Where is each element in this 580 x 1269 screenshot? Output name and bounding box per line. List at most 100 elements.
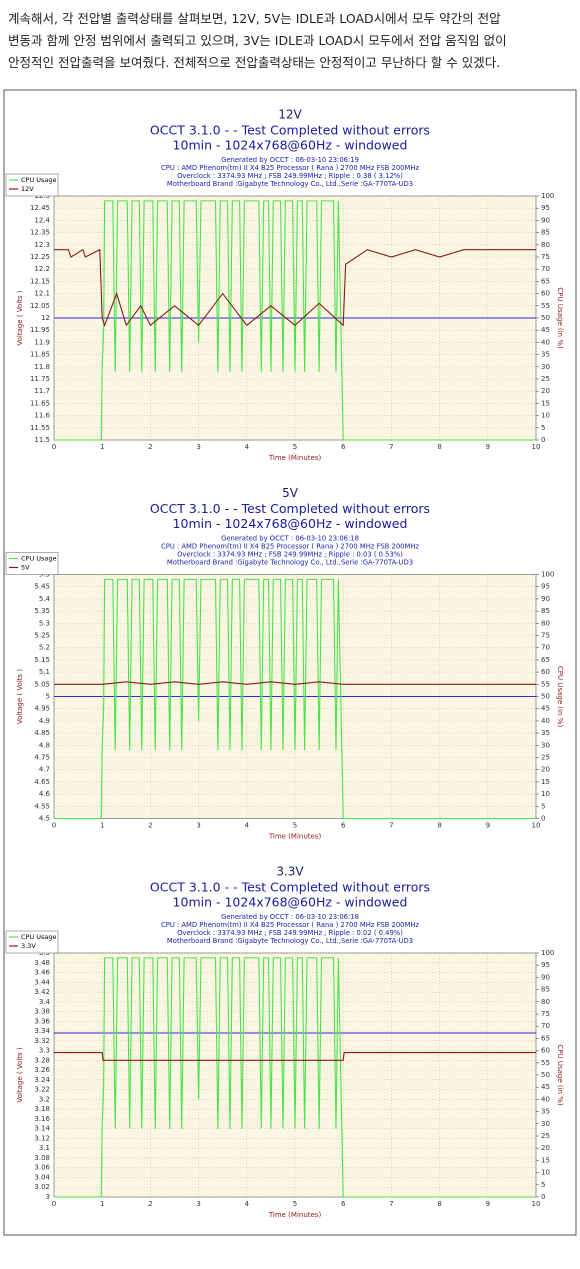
series-line bbox=[54, 200, 536, 441]
x-tick-label: 6 bbox=[341, 1200, 346, 1208]
y-axis-label: Voltage ( Volts ) bbox=[16, 669, 24, 725]
legend-label: CPU Usage bbox=[21, 555, 57, 563]
y-tick-label: 4.7 bbox=[39, 766, 50, 774]
y2-tick-label: 60 bbox=[541, 1047, 550, 1055]
y-tick-label: 5.15 bbox=[34, 656, 50, 664]
y2-tick-label: 60 bbox=[541, 668, 550, 676]
chart-title: 3.3V bbox=[276, 865, 304, 879]
y-tick-label: 3.44 bbox=[34, 978, 50, 986]
y-tick-label: 3.02 bbox=[34, 1183, 50, 1191]
x-tick-label: 7 bbox=[389, 443, 393, 451]
y2-tick-label: 100 bbox=[541, 571, 554, 579]
y-tick-label: 5 bbox=[46, 693, 50, 701]
y-tick-label: 4.95 bbox=[34, 705, 50, 713]
x-tick-label: 10 bbox=[532, 443, 541, 451]
y2-tick-label: 20 bbox=[541, 387, 550, 395]
y-tick-label: 4.55 bbox=[34, 802, 50, 810]
y-tick-label: 3.26 bbox=[34, 1066, 50, 1074]
y2-tick-label: 40 bbox=[541, 717, 550, 725]
y2-tick-label: 95 bbox=[541, 204, 550, 212]
y2-tick-label: 5 bbox=[541, 424, 545, 432]
y-tick-label: 11.5 bbox=[34, 436, 50, 444]
series-line bbox=[54, 1052, 536, 1061]
y-tick-label: 3.28 bbox=[34, 1056, 50, 1064]
x-tick-label: 9 bbox=[486, 1200, 490, 1208]
series-line bbox=[54, 681, 536, 685]
y2-tick-label: 50 bbox=[541, 314, 550, 322]
y-tick-label: 4.9 bbox=[39, 717, 50, 725]
y2-tick-label: 65 bbox=[541, 656, 550, 664]
y2-tick-label: 20 bbox=[541, 766, 550, 774]
y2-tick-label: 45 bbox=[541, 326, 550, 334]
y2-tick-label: 80 bbox=[541, 998, 550, 1006]
y2-axis-label: CPU Usage (in %) bbox=[556, 287, 564, 348]
legend-label: CPU Usage bbox=[21, 176, 57, 184]
y2-tick-label: 30 bbox=[541, 1120, 550, 1128]
legend-label: 5V bbox=[21, 564, 30, 572]
y2-tick-label: 10 bbox=[541, 1169, 550, 1177]
chart-info: Motherboard Brand :Gigabyte Technology C… bbox=[167, 937, 413, 945]
y2-tick-label: 5 bbox=[541, 1181, 545, 1189]
chart-info: Generated by OCCT : 06-03-10 23:06:18 bbox=[221, 913, 359, 921]
x-tick-label: 8 bbox=[437, 822, 441, 830]
legend-label: 3.3V bbox=[21, 942, 36, 950]
y-tick-label: 3.1 bbox=[39, 1144, 50, 1152]
x-axis-label: Time (Minutes) bbox=[268, 833, 322, 841]
y2-tick-label: 95 bbox=[541, 961, 550, 969]
y-tick-label: 3.16 bbox=[34, 1115, 50, 1123]
y-tick-label: 12.05 bbox=[30, 302, 50, 310]
y-tick-label: 11.75 bbox=[30, 375, 50, 383]
y2-tick-label: 20 bbox=[541, 1144, 550, 1152]
x-tick-label: 10 bbox=[532, 822, 541, 830]
x-tick-label: 2 bbox=[148, 443, 152, 451]
y2-tick-label: 35 bbox=[541, 1108, 550, 1116]
y-tick-label: 3.08 bbox=[34, 1154, 50, 1162]
y-tick-label: 3.42 bbox=[34, 988, 50, 996]
legend-label: 12V bbox=[21, 185, 34, 193]
x-axis-label: Time (Minutes) bbox=[268, 454, 322, 462]
chart-info: Overclock : 3374.93 MHz ; FSB 249.99MHz … bbox=[177, 172, 403, 180]
y2-tick-label: 75 bbox=[541, 1010, 550, 1018]
y2-tick-label: 50 bbox=[541, 1071, 550, 1079]
chart-title: 5V bbox=[282, 486, 299, 500]
x-tick-label: 6 bbox=[341, 443, 346, 451]
paragraph: 계속해서, 각 전압별 출력상태를 살펴보면, 12V, 5V는 IDLE과 L… bbox=[8, 8, 574, 74]
y-tick-label: 4.5 bbox=[39, 815, 50, 823]
y2-tick-label: 90 bbox=[541, 973, 550, 981]
y2-tick-label: 25 bbox=[541, 754, 550, 762]
y2-tick-label: 15 bbox=[541, 778, 550, 786]
y2-tick-label: 15 bbox=[541, 1156, 550, 1164]
y-tick-label: 4.75 bbox=[34, 754, 50, 762]
y2-tick-label: 45 bbox=[541, 705, 550, 713]
y2-tick-label: 75 bbox=[541, 632, 550, 640]
paragraph-line: 변동과 함께 안정 범위에서 출력되고 있으며, 3V는 IDLE과 LOAD시… bbox=[8, 33, 507, 48]
chart-subtitle: OCCT 3.1.0 - - Test Completed without er… bbox=[150, 880, 430, 895]
y-tick-label: 5.4 bbox=[39, 595, 51, 603]
y-tick-label: 3.22 bbox=[34, 1086, 50, 1094]
y-tick-label: 11.7 bbox=[34, 387, 50, 395]
plot-area bbox=[53, 952, 537, 1198]
y-tick-label: 5.25 bbox=[34, 632, 50, 640]
y-tick-label: 3.18 bbox=[34, 1105, 50, 1113]
x-tick-label: 1 bbox=[100, 443, 104, 451]
y-tick-label: 11.95 bbox=[30, 326, 50, 334]
x-tick-label: 4 bbox=[245, 822, 250, 830]
legend-box bbox=[5, 173, 59, 197]
y2-tick-label: 35 bbox=[541, 729, 550, 737]
y2-tick-label: 85 bbox=[541, 986, 550, 994]
y-tick-label: 4.6 bbox=[39, 790, 51, 798]
x-tick-label: 0 bbox=[52, 443, 56, 451]
x-tick-label: 9 bbox=[486, 822, 490, 830]
y2-tick-label: 0 bbox=[541, 436, 545, 444]
y-tick-label: 5.05 bbox=[34, 680, 50, 688]
x-tick-label: 9 bbox=[486, 443, 490, 451]
x-tick-label: 2 bbox=[148, 1200, 152, 1208]
series-line bbox=[54, 578, 536, 820]
x-axis-label: Time (Minutes) bbox=[268, 1211, 322, 1219]
y2-tick-label: 5 bbox=[541, 802, 545, 810]
x-tick-label: 8 bbox=[437, 443, 441, 451]
y2-tick-label: 90 bbox=[541, 216, 550, 224]
x-tick-label: 3 bbox=[196, 1200, 200, 1208]
y2-tick-label: 80 bbox=[541, 619, 550, 627]
